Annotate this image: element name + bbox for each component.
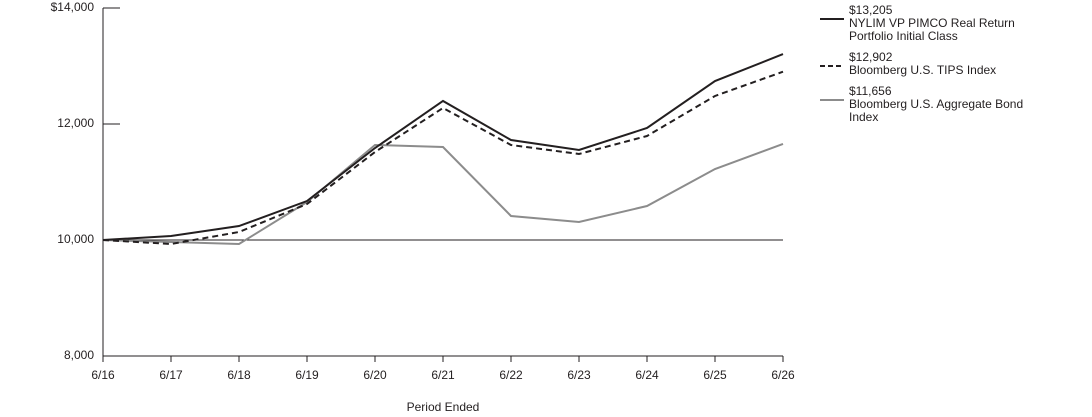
x-tick-label: 6/18 [227,368,251,382]
legend-value: $11,656 [849,84,892,98]
legend-label: Bloomberg U.S. Aggregate Bond Index [849,97,1024,124]
legend-swatch [820,65,844,67]
x-tick-label: 6/22 [499,368,523,382]
legend-label: NYLIM VP PIMCO Real Return Portfolio Ini… [849,16,1015,43]
x-tick-label: 6/24 [635,368,659,382]
x-tick-label: 6/19 [295,368,319,382]
y-tick-label: $14,000 [51,0,95,14]
series-line [102,70,784,246]
series-line [102,143,784,246]
x-tick-label: 6/20 [363,368,387,382]
legend: $13,205 NYLIM VP PIMCO Real Return Portfo… [820,4,1070,132]
y-tick-label: 8,000 [64,348,94,362]
y-tick-label: 12,000 [57,116,94,130]
x-axis-title: Period Ended [407,400,480,414]
x-tick-label: 6/17 [159,368,183,382]
series-line [102,53,784,241]
x-tick-label: 6/16 [91,368,115,382]
x-tick-label: 6/26 [771,368,795,382]
x-tick-label: 6/23 [567,368,591,382]
legend-swatch [820,18,844,20]
legend-item: $11,656 Bloomberg U.S. Aggregate Bond Ind… [820,85,1070,124]
legend-label: Bloomberg U.S. TIPS Index [849,63,997,77]
legend-swatch [820,99,844,101]
legend-item: $12,902 Bloomberg U.S. TIPS Index [820,51,1070,77]
x-tick-label: 6/21 [431,368,455,382]
x-tick-label: 6/25 [703,368,727,382]
legend-item: $13,205 NYLIM VP PIMCO Real Return Portfo… [820,4,1070,43]
legend-value: $13,205 [849,3,893,17]
legend-value: $12,902 [849,50,893,64]
y-tick-label: 10,000 [57,232,94,246]
